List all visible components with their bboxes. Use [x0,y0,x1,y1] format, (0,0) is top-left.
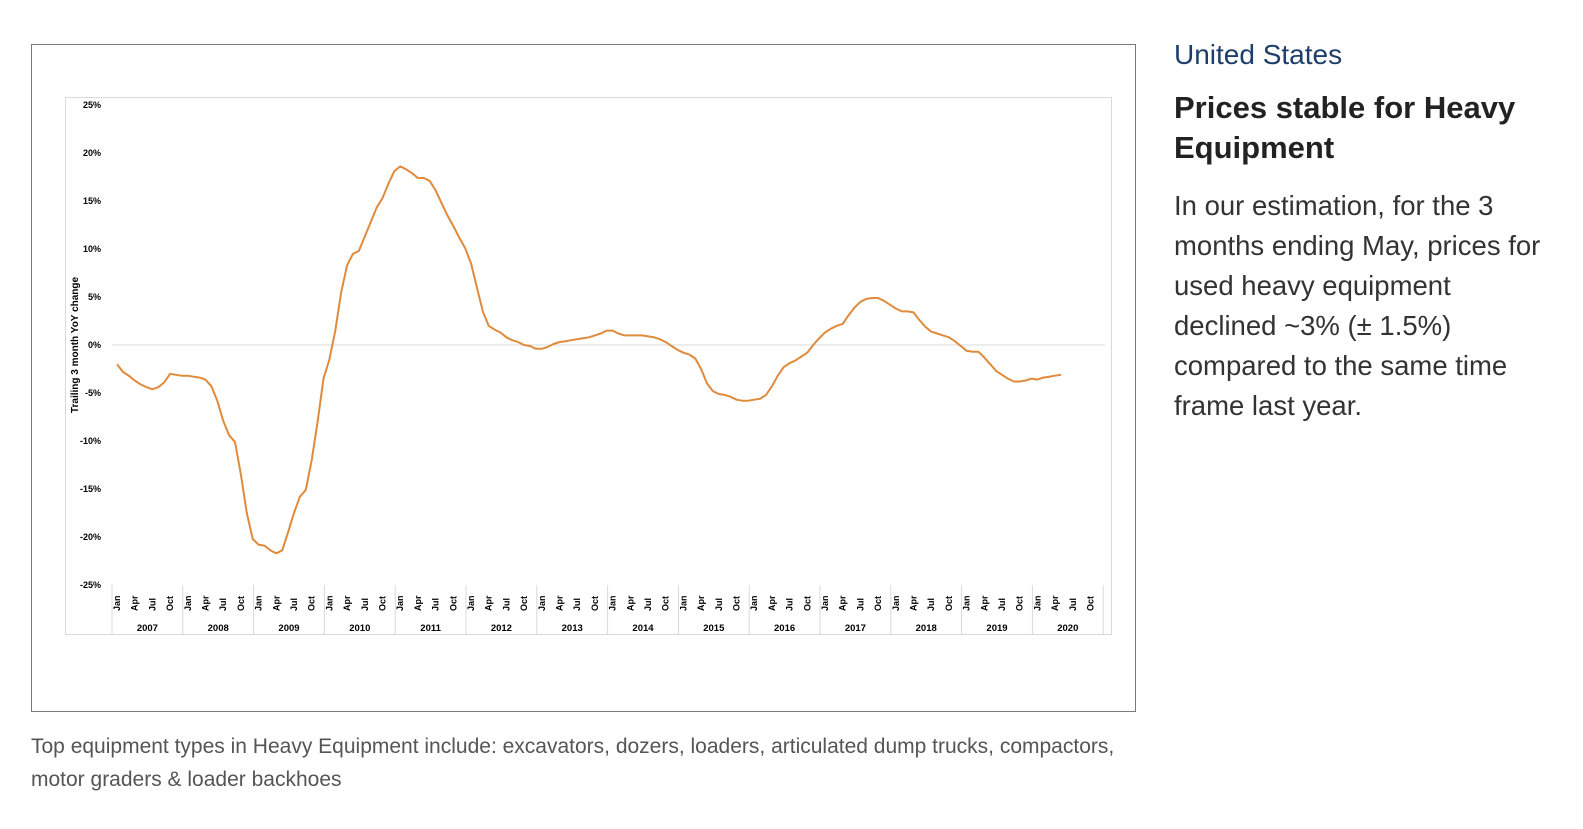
x-year-label: 2010 [349,623,370,634]
y-tick-label: 25% [83,100,101,110]
x-month-label: Apr [271,595,281,611]
x-month-label: Jul [785,598,795,611]
x-month-label: Jul [643,598,653,611]
x-month-label: Jul [218,598,228,611]
x-month-label: Jan [183,595,193,611]
x-month-label: Jan [112,595,122,611]
x-month-label: Jul [572,598,582,611]
x-year-label: 2007 [137,623,158,634]
x-month-label: Apr [413,595,423,611]
x-month-label: Jul [997,598,1007,611]
x-month-label: Apr [201,595,211,611]
x-month-label: Apr [130,595,140,611]
x-year-label: 2018 [916,623,937,634]
x-month-label: Oct [165,596,175,611]
x-month-label: Oct [944,596,954,611]
x-month-label: Apr [767,595,777,611]
x-month-label: Apr [555,595,565,611]
y-tick-label: -20% [80,532,101,542]
summary-text: In our estimation, for the 3 months endi… [1174,190,1541,421]
x-month-label: Apr [342,595,352,611]
x-month-label: Jan [608,595,618,611]
x-month-label: Jul [289,598,299,611]
y-tick-label: 0% [88,340,101,350]
x-month-label: Jul [501,598,511,611]
chart-caption: Top equipment types in Heavy Equipment i… [31,735,1115,791]
summary-panel: United States Prices stable for Heavy Eq… [1174,36,1554,426]
x-month-label: Oct [236,596,246,611]
x-month-label: Oct [378,596,388,611]
y-tick-label: 20% [83,148,101,158]
x-year-label: 2014 [632,623,654,634]
y-axis: 25% 20% 15% 10% 5% 0% -5% -10% -15% -20% -25% [80,100,101,590]
x-month-label: Apr [484,595,494,611]
x-month-label: Jul [926,598,936,611]
x-year-label: 2011 [420,623,441,634]
y-tick-label: 15% [83,196,101,206]
x-month-label: Oct [448,596,458,611]
plot-area-border [65,97,1112,635]
x-month-label: Oct [802,596,812,611]
y-tick-label: -15% [80,484,101,494]
x-month-label: Oct [519,596,529,611]
y-tick-label: -5% [85,388,101,398]
x-year-label: 2019 [986,623,1007,634]
x-year-label: 2013 [562,623,583,634]
x-month-label: Jul [714,598,724,611]
x-month-label: Oct [732,596,742,611]
x-month-label: Oct [873,596,883,611]
x-month-label: Jan [1032,595,1042,611]
x-month-label: Oct [307,596,317,611]
x-month-label: Jan [537,595,547,611]
headline: Prices stable for Heavy Equipment [1174,90,1516,165]
x-month-label: Jan [962,595,972,611]
y-tick-label: 5% [88,292,101,302]
x-year-label: 2008 [208,623,229,634]
x-axis: Jan Apr Jul Oct 2007 Jan Apr Jul Oct 2008 Jan Apr Ju… [111,585,1104,634]
x-month-label: Apr [1050,595,1060,611]
x-year-label: 2012 [491,623,512,634]
x-month-label: Jan [820,595,830,611]
x-month-label: Apr [838,595,848,611]
x-month-label: Jan [891,595,901,611]
x-month-label: Apr [696,595,706,611]
x-month-label: Jul [431,598,441,611]
x-year-label: 2015 [703,623,725,634]
x-month-label: Jan [395,595,405,611]
series-line [116,165,1062,555]
x-month-label: Apr [625,595,635,611]
x-year-label: 2016 [774,623,795,634]
x-month-label: Jul [855,598,865,611]
x-month-label: Oct [661,596,671,611]
x-year-label: 2020 [1057,623,1078,634]
y-tick-label: 10% [83,244,101,254]
x-month-label: Apr [909,595,919,611]
x-month-label: Jul [360,598,370,611]
x-month-label: Jan [678,595,688,611]
x-month-label: Jul [147,598,157,611]
x-month-label: Oct [1015,596,1025,611]
x-month-label: Oct [590,596,600,611]
x-month-label: Jan [466,595,476,611]
x-month-label: Apr [979,595,989,611]
y-axis-title: Trailing 3 month YoY change [70,276,81,413]
x-year-label: 2009 [278,623,299,634]
y-tick-label: -25% [80,580,101,590]
x-month-label: Jul [1068,598,1078,611]
chart-frame [31,44,1136,712]
x-month-label: Jan [324,595,334,611]
y-tick-label: -10% [80,436,101,446]
x-month-label: Jan [749,595,759,611]
x-month-label: Oct [1086,596,1096,611]
x-year-label: 2017 [845,623,866,634]
region-label: United States [1174,39,1343,70]
x-month-label: Jan [254,595,264,611]
